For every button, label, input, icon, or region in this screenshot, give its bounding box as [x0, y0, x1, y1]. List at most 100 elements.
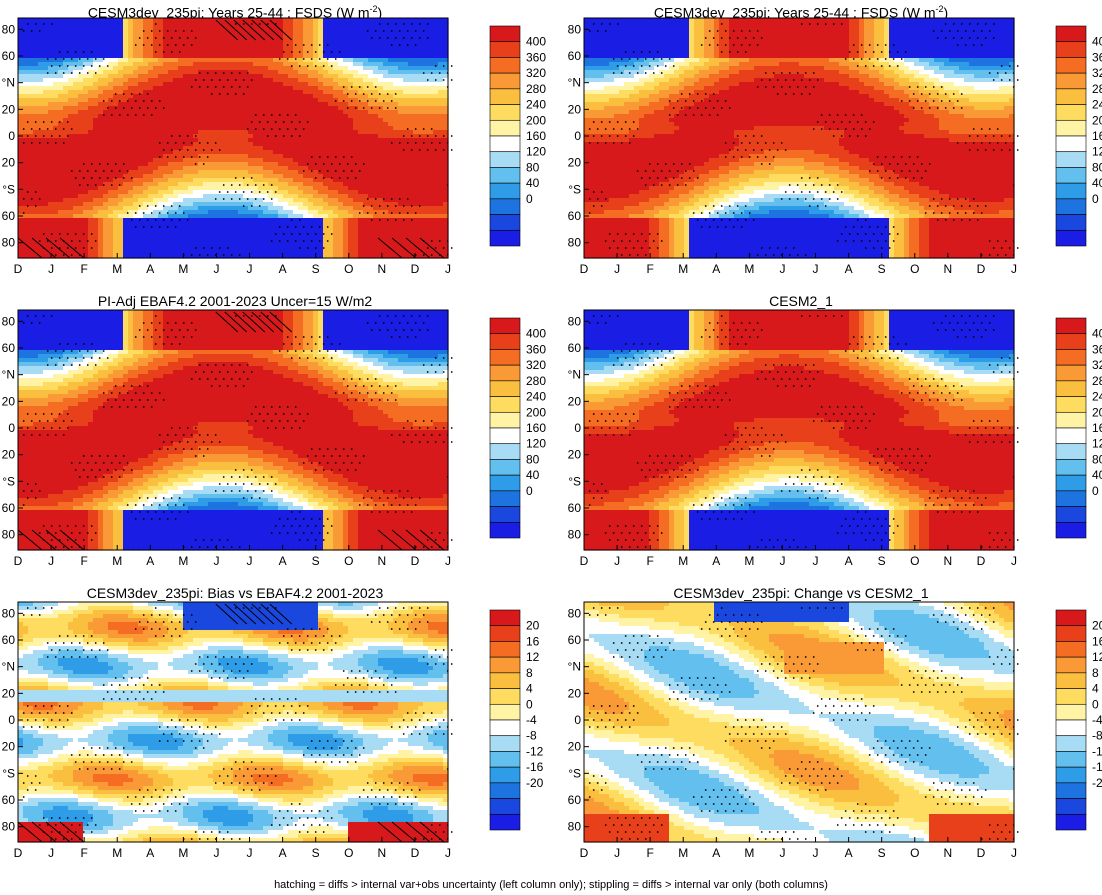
heatmap-cell — [303, 102, 309, 107]
heatmap-cell — [218, 210, 224, 215]
heatmap-cell — [328, 42, 334, 47]
heatmap-cell — [233, 186, 239, 191]
heatmap-cell — [233, 210, 239, 215]
heatmap-cell — [443, 38, 449, 43]
heatmap-cell — [128, 190, 134, 195]
heatmap-cell — [73, 126, 79, 131]
heatmap-cell — [78, 126, 84, 131]
heatmap-cell — [143, 222, 149, 227]
heatmap-cell — [208, 186, 214, 191]
heatmap-cell — [408, 234, 414, 239]
heatmap-cell — [333, 62, 339, 67]
heatmap-cell — [113, 38, 119, 43]
heatmap-cell — [333, 206, 339, 211]
heatmap-cell — [113, 186, 119, 191]
heatmap-cell — [358, 94, 364, 99]
heatmap-cell — [413, 198, 419, 203]
heatmap-cell — [38, 98, 44, 103]
heatmap-cell — [258, 94, 264, 99]
heatmap-cell — [393, 74, 399, 79]
heatmap-cell — [398, 94, 404, 99]
heatmap-cell — [113, 194, 119, 199]
heatmap-cell — [348, 230, 354, 235]
heatmap-cell — [73, 198, 79, 203]
heatmap-cell — [108, 102, 114, 107]
heatmap-cell — [173, 62, 179, 67]
heatmap-cell — [368, 142, 374, 147]
heatmap-cell — [58, 86, 64, 91]
heatmap-cell — [168, 178, 174, 183]
heatmap-cell — [298, 218, 304, 223]
heatmap-cell — [433, 30, 439, 35]
heatmap-cell — [288, 210, 294, 215]
heatmap-cell — [363, 178, 369, 183]
heatmap-cell — [388, 222, 394, 227]
heatmap-cell — [68, 206, 74, 211]
heatmap-cell — [188, 158, 194, 163]
heatmap-cell — [103, 182, 109, 187]
heatmap-cell — [258, 154, 264, 159]
heatmap-cell — [118, 230, 124, 235]
heatmap-cell — [248, 210, 254, 215]
heatmap-cell — [433, 202, 439, 207]
heatmap-cell — [123, 94, 129, 99]
heatmap-cell — [178, 238, 184, 243]
heatmap-cell — [278, 74, 284, 79]
heatmap-cell — [283, 210, 289, 215]
heatmap-cell — [148, 194, 154, 199]
heatmap-cell — [418, 130, 424, 135]
heatmap-cell — [293, 142, 299, 147]
heatmap-cell — [333, 114, 339, 119]
heatmap-cell — [223, 62, 229, 67]
heatmap-cell — [103, 162, 109, 167]
heatmap-cell — [413, 94, 419, 99]
heatmap-cell — [123, 134, 129, 139]
heatmap-cell — [268, 214, 274, 219]
heatmap-cell — [243, 90, 249, 95]
heatmap-cell — [18, 178, 24, 183]
heatmap-cell — [278, 150, 284, 155]
heatmap-cell — [278, 182, 284, 187]
heatmap-cell — [253, 82, 259, 87]
heatmap-cell — [128, 226, 134, 231]
heatmap-cell — [148, 42, 154, 47]
heatmap-cell — [348, 126, 354, 131]
heatmap-cell — [68, 18, 74, 23]
heatmap-cell — [348, 42, 354, 47]
heatmap-cell — [143, 66, 149, 71]
heatmap-cell — [18, 210, 24, 215]
heatmap-cell — [143, 198, 149, 203]
heatmap-cell — [203, 238, 209, 243]
heatmap-cell — [223, 86, 229, 91]
heatmap-cell — [423, 146, 429, 151]
heatmap-cell — [243, 26, 249, 31]
heatmap-cell — [313, 30, 319, 35]
heatmap-cell — [413, 190, 419, 195]
heatmap-cell — [103, 38, 109, 43]
heatmap-cell — [28, 214, 34, 219]
heatmap-cell — [293, 70, 299, 75]
heatmap-cell — [23, 210, 29, 215]
heatmap-cell — [433, 26, 439, 31]
heatmap-cell — [273, 138, 279, 143]
heatmap-cell — [228, 226, 234, 231]
heatmap-cell — [213, 214, 219, 219]
heatmap-cell — [398, 174, 404, 179]
heatmap-cell — [258, 238, 264, 243]
heatmap-cell — [68, 42, 74, 47]
heatmap-cell — [273, 34, 279, 39]
heatmap-cell — [48, 170, 54, 175]
heatmap-cell — [203, 74, 209, 79]
heatmap-cell — [238, 166, 244, 171]
heatmap-cell — [428, 162, 434, 167]
heatmap-cell — [33, 230, 39, 235]
heatmap-cell — [278, 46, 284, 51]
heatmap-cell — [98, 54, 104, 59]
heatmap-cell — [373, 194, 379, 199]
heatmap-cell — [63, 174, 69, 179]
heatmap-cell — [378, 42, 384, 47]
heatmap-cell — [28, 18, 34, 23]
heatmap-cell — [308, 226, 314, 231]
heatmap-cell — [28, 190, 34, 195]
heatmap-cell — [128, 98, 134, 103]
